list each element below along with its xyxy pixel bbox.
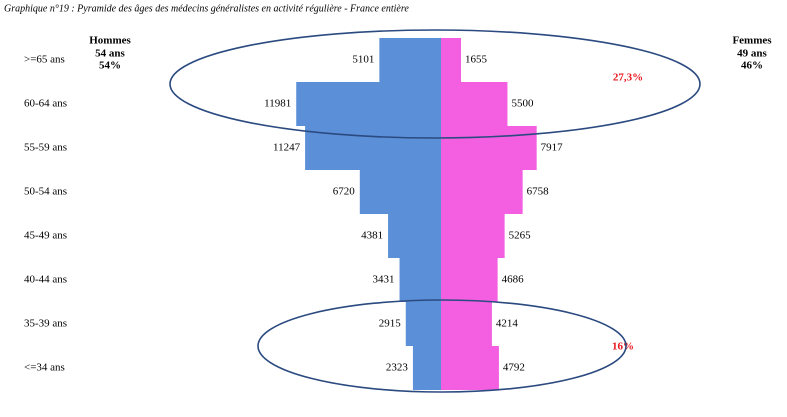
legend-label: Femmes (732, 35, 772, 47)
annotation: 27,3% (613, 72, 643, 84)
value-label: 5500 (511, 98, 534, 110)
category-label: 45-49 ans (24, 230, 67, 242)
value-label: 6758 (527, 186, 550, 198)
value-label: 5265 (509, 230, 532, 242)
value-label: 1655 (465, 54, 488, 66)
category-label: 55-59 ans (24, 142, 67, 154)
value-label: 4381 (361, 230, 383, 242)
category-label: 50-54 ans (24, 186, 67, 198)
value-label: 3431 (373, 274, 395, 286)
legend-label: Hommes (89, 35, 131, 47)
value-label: 4686 (502, 274, 525, 286)
bar (412, 346, 441, 390)
value-label: 6720 (333, 186, 356, 198)
bar (441, 126, 537, 170)
bar (296, 82, 441, 126)
category-label: 35-39 ans (24, 318, 67, 330)
value-label: 5101 (352, 54, 374, 66)
bar (405, 302, 441, 346)
value-label: 4792 (503, 362, 525, 374)
legend-note: 49 ans (737, 48, 767, 60)
value-label: 11981 (264, 98, 291, 110)
value-label: 2915 (379, 318, 402, 330)
bar (441, 38, 461, 82)
bar (388, 214, 441, 258)
category-label: <=34 ans (24, 362, 65, 374)
chart-title: Graphique n°19 : Pyramide des âges des m… (4, 3, 409, 14)
bar (359, 170, 441, 214)
legend-note: 54% (99, 60, 121, 72)
bar (441, 302, 492, 346)
bar (441, 82, 508, 126)
bar (441, 170, 523, 214)
legend-note: 46% (741, 60, 763, 72)
category-label: 60-64 ans (24, 98, 67, 110)
plot: >=65 ans 5101 1655 60-64 ans 11981 5500 55-59 … (24, 35, 772, 390)
bar (441, 258, 498, 302)
annotation: 16% (612, 341, 634, 353)
value-label: 7917 (541, 142, 564, 154)
bar (441, 214, 505, 258)
category-label: 40-44 ans (24, 274, 67, 286)
bar (379, 38, 441, 82)
value-label: 11247 (273, 142, 301, 154)
category-label: >=65 ans (24, 54, 65, 66)
value-label: 4214 (496, 318, 519, 330)
highlight-ellipse (169, 29, 701, 139)
legend-note: 54 ans (95, 48, 125, 60)
bar (441, 346, 499, 390)
value-label: 2323 (386, 362, 409, 374)
bar (399, 258, 441, 302)
highlight-ellipse (257, 299, 627, 393)
